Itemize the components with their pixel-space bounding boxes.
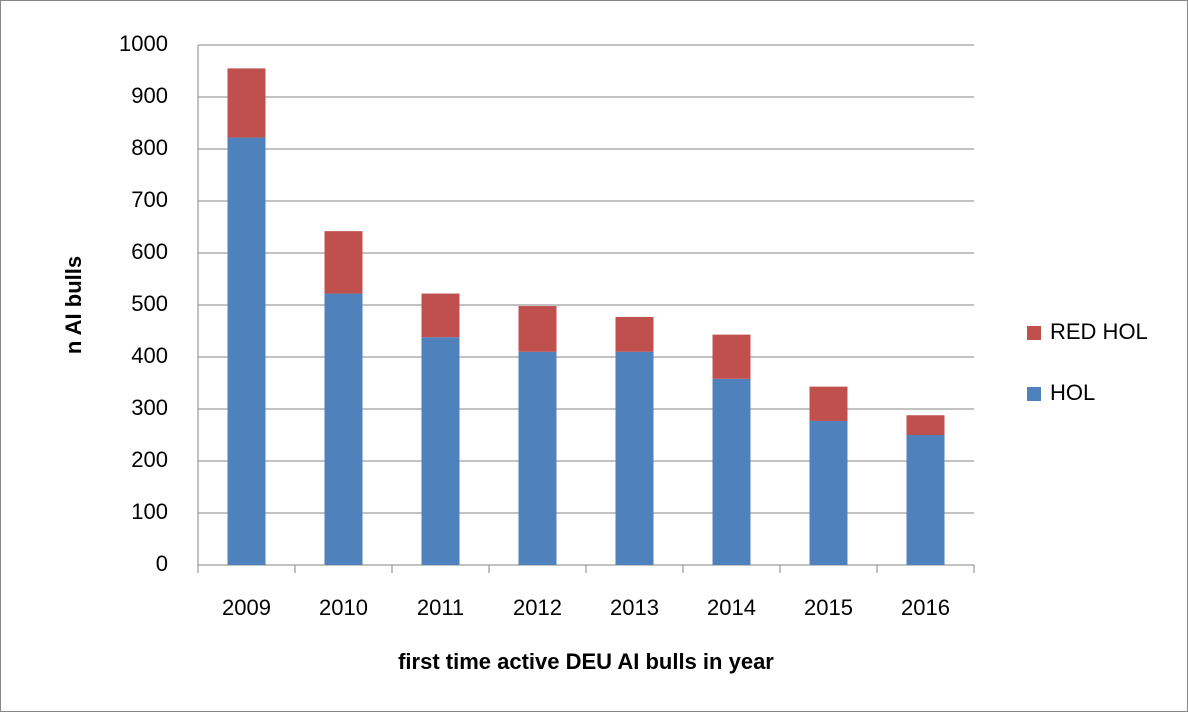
legend-swatch — [1027, 326, 1041, 340]
bar-segment — [324, 293, 363, 565]
bar-segment — [421, 293, 460, 338]
y-tick-label: 100 — [131, 499, 168, 524]
bar-segment — [518, 306, 557, 352]
bar-segment — [324, 231, 363, 294]
y-axis-title: n AI bulls — [61, 256, 86, 354]
y-tick-label: 700 — [131, 187, 168, 212]
bar-segment — [906, 415, 945, 435]
bar-segment — [518, 351, 557, 565]
legend-label: HOL — [1050, 380, 1095, 405]
y-tick-label: 0 — [156, 551, 168, 576]
y-tick-label: 900 — [131, 83, 168, 108]
bar-segment — [809, 386, 848, 421]
y-tick-label: 600 — [131, 239, 168, 264]
x-tick-label: 2011 — [417, 595, 464, 620]
x-axis-title: first time active DEU AI bulls in year — [398, 649, 774, 674]
y-tick-label: 200 — [131, 447, 168, 472]
y-tick-label: 500 — [131, 291, 168, 316]
bar-segment — [227, 68, 266, 138]
y-tick-label: 1000 — [119, 31, 168, 56]
x-tick-label: 2014 — [707, 595, 756, 620]
bar-segment — [615, 316, 654, 352]
x-tick-label: 2012 — [513, 595, 562, 620]
y-tick-label: 300 — [131, 395, 168, 420]
bar-segment — [712, 378, 751, 565]
x-tick-label: 2015 — [804, 595, 853, 620]
y-tick-label: 800 — [131, 135, 168, 160]
legend-swatch — [1027, 387, 1041, 401]
bar-segment — [615, 351, 654, 565]
bar-segment — [421, 337, 460, 565]
bar-segment — [712, 334, 751, 379]
bar-segment — [906, 435, 945, 565]
x-tick-label: 2009 — [222, 595, 271, 620]
x-tick-label: 2016 — [901, 595, 950, 620]
legend-label: RED HOL — [1050, 319, 1148, 344]
x-tick-label: 2013 — [610, 595, 659, 620]
bar-segment — [809, 420, 848, 565]
bar-segment — [227, 137, 266, 565]
x-tick-label: 2010 — [319, 595, 368, 620]
y-tick-label: 400 — [131, 343, 168, 368]
